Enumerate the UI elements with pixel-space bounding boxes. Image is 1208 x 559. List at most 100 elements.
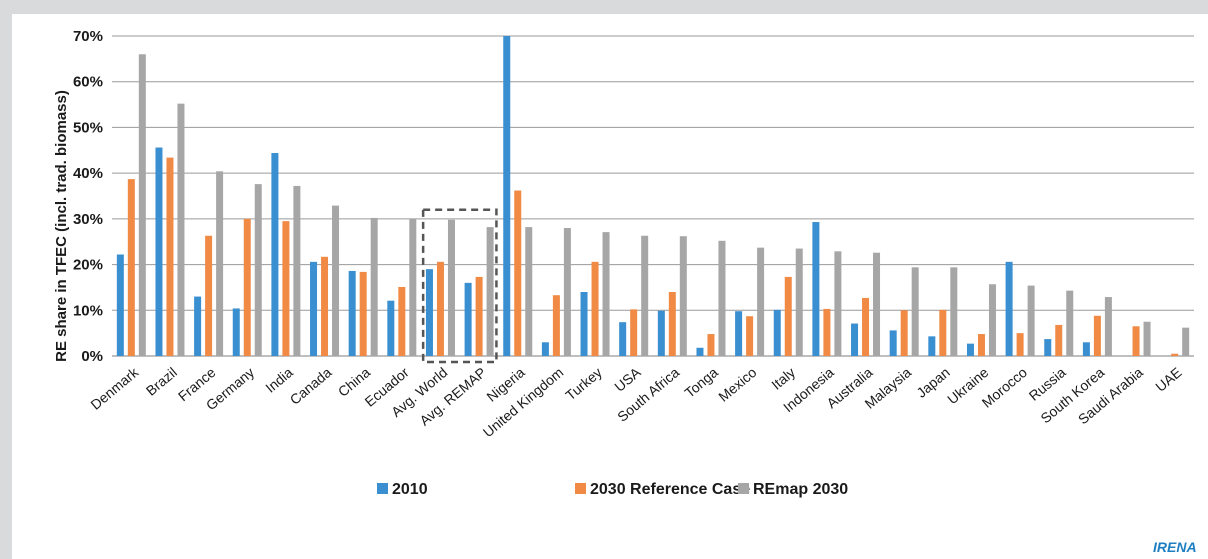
y-axis-label: RE share in TFEC (incl. trad. biomass)	[53, 90, 70, 362]
bar-remap-2030-china	[370, 217, 378, 356]
bar-2010-mexico	[735, 311, 743, 356]
gridlines	[112, 35, 1194, 357]
bar-2010-tonga	[696, 347, 704, 356]
bar-2010-avg-world	[425, 269, 433, 356]
bar-2030-reference-case-usa	[630, 309, 638, 356]
bar-2030-reference-case-malaysia	[900, 310, 908, 356]
bar-2030-reference-case-china	[359, 271, 367, 356]
legend-swatch	[377, 483, 388, 494]
y-tick-label: 50%	[73, 119, 103, 136]
bar-2010-south-korea	[1082, 342, 1090, 356]
bar-remap-2030-italy	[795, 248, 803, 356]
y-axis-ticks: 0% 10% 20% 30% 40% 50% 60% 70%	[73, 28, 103, 365]
bar-2010-ecuador	[387, 300, 395, 356]
y-tick-label: 30%	[73, 211, 103, 228]
bar-remap-2030-france	[216, 171, 224, 356]
chart-panel: 0% 10% 20% 30% 40% 50% 60% 70% Denmark Brazil Fra…	[12, 14, 1208, 559]
y-tick-label: 70%	[73, 28, 103, 45]
bar-remap-2030-nigeria	[525, 227, 533, 356]
bar-remap-2030-india	[293, 185, 301, 356]
bar-2010-canada	[310, 261, 318, 356]
bar-2030-reference-case-russia	[1055, 324, 1063, 356]
bar-2010-indonesia	[812, 222, 820, 356]
bar-remap-2030-malaysia	[911, 267, 919, 356]
x-tick-label: Canada	[287, 364, 335, 408]
bar-2010-japan	[928, 336, 936, 356]
bar-remap-2030-south-korea	[1104, 297, 1112, 356]
bar-remap-2030-tonga	[718, 240, 726, 356]
bar-remap-2030-saudi-arabia	[1143, 321, 1151, 356]
bar-2010-south-africa	[657, 310, 665, 356]
bar-2010-united-kingdom	[541, 342, 549, 356]
bar-2030-reference-case-australia	[862, 297, 870, 356]
y-tick-label: 20%	[73, 257, 103, 274]
bar-2010-denmark	[116, 254, 124, 356]
bar-2030-reference-case-france	[205, 235, 213, 356]
bar-2030-reference-case-ecuador	[398, 286, 406, 356]
bar-2010-germany	[232, 308, 240, 356]
bar-2010-malaysia	[889, 330, 897, 356]
y-tick-label: 60%	[73, 74, 103, 91]
bar-remap-2030-australia	[873, 252, 881, 356]
bar-remap-2030-united-kingdom	[563, 228, 571, 356]
bar-2030-reference-case-india	[282, 221, 290, 356]
x-tick-label: USA	[611, 364, 644, 395]
legend-label: REmap 2030	[753, 481, 848, 498]
bar-remap-2030-ukraine	[988, 284, 996, 356]
bar-2030-reference-case-ukraine	[977, 334, 985, 356]
bar-2030-reference-case-morocco	[1016, 333, 1024, 356]
bar-2030-reference-case-germany	[243, 218, 251, 356]
bar-2030-reference-case-south-korea	[1093, 315, 1101, 356]
bar-2010-italy	[773, 309, 781, 356]
bar-2030-reference-case-south-africa	[668, 292, 676, 356]
irena-logo: IRENA	[1153, 539, 1197, 555]
bar-2030-reference-case-united-kingdom	[552, 295, 560, 356]
bar-2030-reference-case-avg-remap	[475, 276, 483, 356]
bars	[116, 36, 1190, 357]
legend-label: 2030 Reference Case	[590, 481, 750, 498]
bar-2010-brazil	[155, 147, 163, 356]
bar-remap-2030-avg-world	[447, 219, 455, 356]
bar-2010-france	[194, 296, 202, 356]
bar-2030-reference-case-japan	[939, 309, 947, 356]
bar-remap-2030-mexico	[757, 247, 765, 356]
bar-2010-morocco	[1005, 261, 1013, 356]
bar-remap-2030-morocco	[1027, 285, 1035, 356]
y-tick-label: 40%	[73, 165, 103, 182]
legend: 2010 2030 Reference Case REmap 2030	[377, 481, 848, 498]
bar-2030-reference-case-brazil	[166, 157, 174, 356]
bar-2010-nigeria	[503, 36, 511, 356]
bar-2030-reference-case-indonesia	[823, 308, 831, 356]
x-tick-label: Turkey	[562, 364, 605, 403]
bar-2010-ukraine	[966, 343, 974, 356]
bar-2010-turkey	[580, 292, 588, 356]
bar-2030-reference-case-mexico	[746, 316, 754, 356]
bar-2010-avg-remap	[464, 282, 472, 356]
x-tick-label: UAE	[1152, 364, 1184, 395]
bar-remap-2030-canada	[332, 205, 340, 356]
bar-2030-reference-case-italy	[784, 276, 792, 356]
bar-remap-2030-germany	[254, 184, 262, 356]
bar-remap-2030-russia	[1066, 290, 1074, 356]
bar-2030-reference-case-avg-world	[436, 261, 444, 356]
bar-remap-2030-brazil	[177, 103, 185, 357]
bar-2030-reference-case-canada	[321, 256, 329, 356]
bar-2030-reference-case-denmark	[127, 179, 135, 356]
bar-2010-russia	[1044, 339, 1052, 356]
bar-remap-2030-turkey	[602, 232, 610, 356]
bar-remap-2030-south-africa	[679, 236, 687, 356]
bar-2030-reference-case-uae	[1171, 353, 1179, 356]
bar-2010-india	[271, 153, 279, 356]
x-tick-label: Tonga	[681, 364, 721, 401]
bar-2010-china	[348, 270, 356, 356]
bar-2030-reference-case-turkey	[591, 261, 599, 356]
bar-remap-2030-denmark	[138, 54, 146, 357]
bar-2010-usa	[619, 322, 627, 356]
bar-remap-2030-avg-remap	[486, 227, 494, 356]
highlight-box	[421, 208, 498, 364]
bar-remap-2030-uae	[1182, 327, 1190, 356]
bar-2030-reference-case-tonga	[707, 334, 715, 356]
bar-remap-2030-ecuador	[409, 218, 417, 356]
bar-remap-2030-japan	[950, 267, 958, 356]
